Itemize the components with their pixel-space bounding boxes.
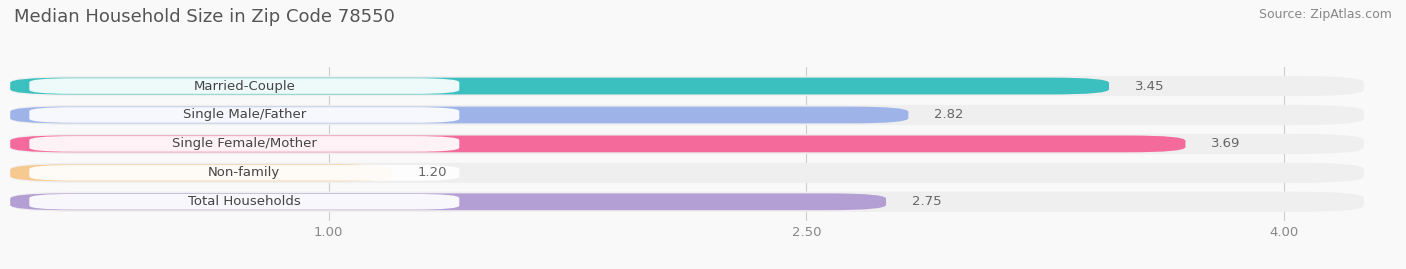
FancyBboxPatch shape xyxy=(10,163,1364,183)
FancyBboxPatch shape xyxy=(10,105,1364,125)
FancyBboxPatch shape xyxy=(10,193,886,210)
FancyBboxPatch shape xyxy=(10,134,1364,154)
Text: Non-family: Non-family xyxy=(208,166,280,179)
FancyBboxPatch shape xyxy=(10,136,1185,152)
FancyBboxPatch shape xyxy=(30,136,460,152)
Text: Median Household Size in Zip Code 78550: Median Household Size in Zip Code 78550 xyxy=(14,8,395,26)
FancyBboxPatch shape xyxy=(30,165,460,181)
FancyBboxPatch shape xyxy=(30,78,460,94)
Text: 2.75: 2.75 xyxy=(911,195,941,208)
FancyBboxPatch shape xyxy=(30,194,460,210)
Text: 3.69: 3.69 xyxy=(1211,137,1240,150)
Text: 1.20: 1.20 xyxy=(418,166,447,179)
FancyBboxPatch shape xyxy=(10,107,908,123)
Text: Source: ZipAtlas.com: Source: ZipAtlas.com xyxy=(1258,8,1392,21)
Text: Single Male/Father: Single Male/Father xyxy=(183,108,307,122)
Text: Married-Couple: Married-Couple xyxy=(194,80,295,93)
Text: Single Female/Mother: Single Female/Mother xyxy=(172,137,316,150)
FancyBboxPatch shape xyxy=(10,76,1364,96)
FancyBboxPatch shape xyxy=(10,192,1364,212)
Text: 2.82: 2.82 xyxy=(934,108,963,122)
FancyBboxPatch shape xyxy=(10,78,1109,94)
FancyBboxPatch shape xyxy=(30,107,460,123)
Text: 3.45: 3.45 xyxy=(1135,80,1164,93)
Text: Total Households: Total Households xyxy=(188,195,301,208)
FancyBboxPatch shape xyxy=(10,164,392,181)
